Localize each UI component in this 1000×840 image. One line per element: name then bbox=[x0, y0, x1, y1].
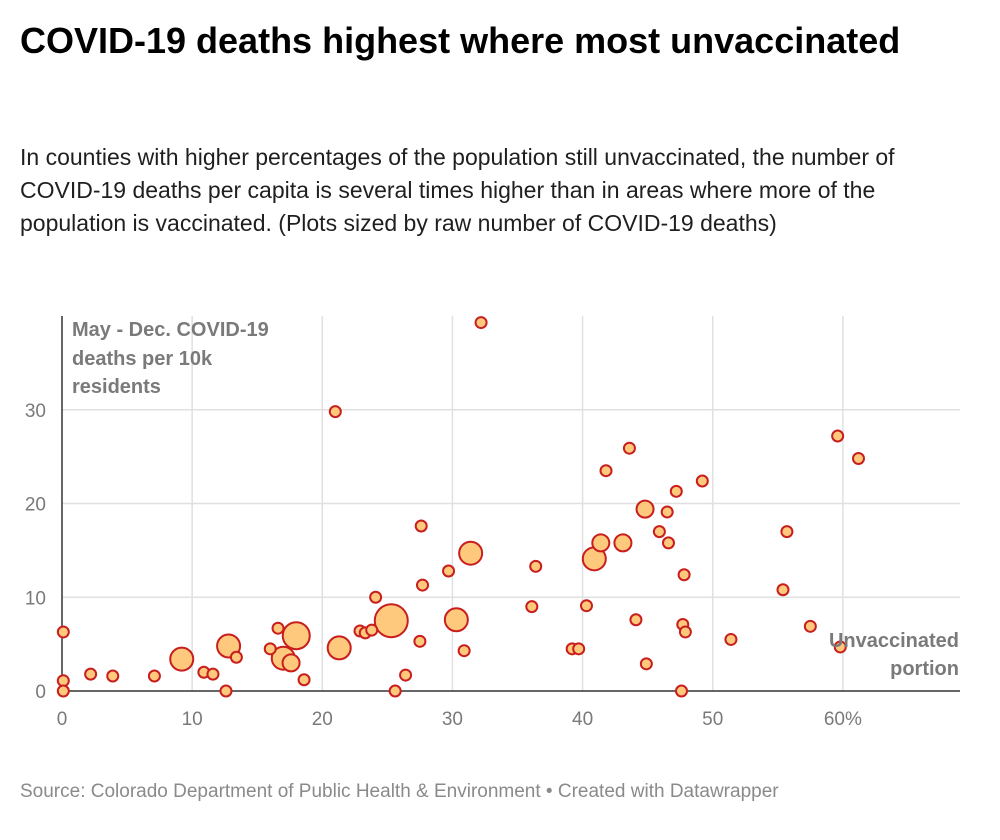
data-point bbox=[263, 642, 277, 656]
data-point bbox=[529, 559, 543, 573]
data-point bbox=[474, 316, 488, 330]
data-point bbox=[780, 525, 794, 539]
footer: Source: Colorado Department of Public He… bbox=[20, 781, 779, 803]
data-point bbox=[56, 684, 70, 698]
data-point bbox=[281, 621, 311, 651]
data-point bbox=[525, 600, 539, 614]
data-point bbox=[639, 657, 653, 671]
data-point bbox=[674, 684, 688, 698]
x-tick-label: 60% bbox=[824, 709, 862, 730]
x-tick-label: 0 bbox=[57, 709, 68, 730]
chart-title: COVID-19 deaths highest where most unvac… bbox=[20, 20, 901, 61]
data-point bbox=[572, 642, 586, 656]
data-point bbox=[776, 583, 790, 597]
footer-separator: • bbox=[540, 781, 558, 802]
data-point bbox=[84, 667, 98, 681]
data-point bbox=[851, 452, 865, 465]
data-point bbox=[297, 673, 311, 687]
data-point bbox=[660, 505, 674, 519]
data-point bbox=[443, 607, 469, 633]
data-point bbox=[56, 625, 70, 639]
grid-lines bbox=[62, 316, 960, 691]
data-point bbox=[414, 519, 428, 533]
data-point bbox=[599, 464, 613, 478]
x-tick-label: 40 bbox=[572, 709, 593, 730]
x-tick-label: 30 bbox=[442, 709, 463, 730]
data-point bbox=[677, 568, 691, 582]
data-point bbox=[413, 634, 427, 648]
y-tick-label: 0 bbox=[35, 682, 46, 703]
datawrapper-credit[interactable]: Created with Datawrapper bbox=[557, 781, 779, 802]
scatter-plot: May - Dec. COVID-19 deaths per 10k resid… bbox=[25, 316, 960, 730]
y-tick-label: 20 bbox=[25, 495, 46, 516]
source-note: Source: Colorado Department of Public He… bbox=[20, 781, 541, 802]
data-point bbox=[652, 525, 666, 539]
y-axis-annotation-line-3: residents bbox=[72, 376, 161, 398]
x-tick-label: 50 bbox=[702, 709, 723, 730]
data-point bbox=[281, 653, 301, 673]
data-point bbox=[629, 613, 643, 627]
data-point bbox=[803, 619, 817, 633]
data-point bbox=[326, 635, 352, 661]
y-tick-label: 10 bbox=[25, 588, 46, 609]
y-axis-annotation-line-2: deaths per 10k bbox=[72, 348, 213, 370]
x-tick-label: 20 bbox=[312, 709, 333, 730]
y-tick-label: 30 bbox=[25, 401, 46, 422]
axis-annotations: May - Dec. COVID-19 deaths per 10k resid… bbox=[72, 319, 269, 398]
data-point bbox=[399, 668, 413, 682]
data-point bbox=[442, 564, 456, 578]
data-points bbox=[56, 316, 865, 698]
data-point bbox=[416, 578, 430, 592]
data-point bbox=[591, 533, 611, 553]
x-axis-annotation-line-2: portion bbox=[890, 658, 959, 680]
tick-labels: 0 10 20 30 0 10 20 30 40 50 60% bbox=[25, 401, 862, 730]
data-point bbox=[229, 650, 243, 664]
data-point bbox=[831, 429, 845, 443]
data-point bbox=[373, 603, 409, 639]
data-point bbox=[669, 484, 683, 498]
data-point bbox=[206, 667, 220, 681]
data-point bbox=[458, 540, 484, 566]
data-point bbox=[369, 590, 383, 604]
data-point bbox=[613, 533, 633, 553]
x-tick-label: 10 bbox=[182, 709, 203, 730]
data-point bbox=[724, 632, 738, 646]
y-axis-annotation-line-1: May - Dec. COVID-19 bbox=[72, 319, 269, 341]
x-axis-annotation: Unvaccinated portion bbox=[829, 630, 959, 680]
data-point bbox=[457, 644, 471, 658]
chart-subtitle: In counties with higher percentages of t… bbox=[20, 144, 895, 236]
data-point bbox=[106, 669, 120, 683]
data-point bbox=[328, 405, 342, 419]
data-point bbox=[169, 646, 195, 672]
data-point bbox=[388, 684, 402, 698]
data-point bbox=[622, 441, 636, 455]
data-point bbox=[219, 684, 233, 698]
data-point bbox=[678, 625, 692, 639]
data-point bbox=[833, 640, 847, 654]
data-point bbox=[661, 536, 675, 550]
data-point bbox=[365, 623, 379, 637]
data-point bbox=[635, 499, 655, 519]
data-point bbox=[271, 621, 285, 635]
x-axis-annotation-line-1: Unvaccinated bbox=[829, 630, 959, 652]
data-point bbox=[695, 474, 709, 488]
data-point bbox=[147, 669, 161, 683]
data-point bbox=[579, 599, 593, 613]
